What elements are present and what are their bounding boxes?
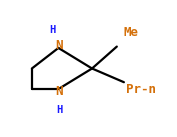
Text: N: N bbox=[56, 85, 63, 98]
Text: H: H bbox=[56, 105, 62, 115]
Text: Pr-n: Pr-n bbox=[126, 83, 156, 95]
Text: N: N bbox=[56, 39, 63, 52]
Text: Me: Me bbox=[124, 26, 139, 39]
Text: H: H bbox=[49, 25, 55, 35]
